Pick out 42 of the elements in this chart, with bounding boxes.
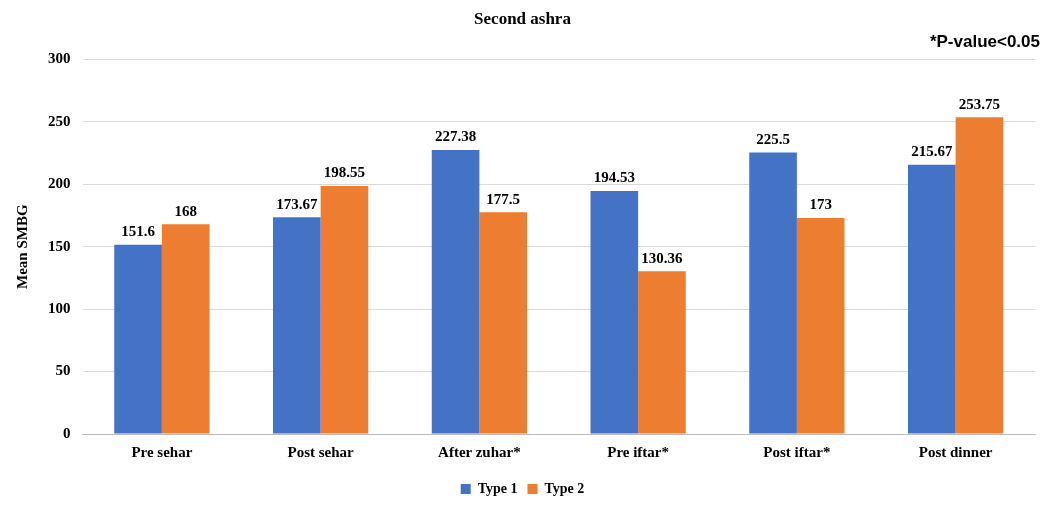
data-label: 227.38	[434, 128, 477, 145]
bar	[590, 191, 639, 434]
bar	[114, 244, 162, 434]
x-tick-label: Pre iftar*	[607, 443, 670, 460]
bar	[320, 186, 369, 434]
data-label: 130.36	[641, 249, 684, 266]
y-tick-label: 50	[55, 362, 71, 379]
data-label: 151.6	[121, 223, 156, 240]
data-label: 177.5	[486, 190, 521, 207]
bar	[161, 224, 210, 434]
text: *P-value<0.05	[929, 32, 1040, 52]
bar	[638, 271, 686, 434]
legend-label: Type 1	[477, 480, 518, 496]
x-tick-label: Post dinner	[918, 443, 993, 460]
y-tick-label: 200	[48, 175, 71, 192]
data-label: 253.75	[958, 95, 1001, 112]
data-label: 173.67	[276, 195, 318, 212]
bar	[479, 212, 527, 434]
bar	[749, 152, 797, 434]
bar	[273, 217, 321, 434]
data-label: 198.55	[323, 164, 366, 181]
x-tick-label: Pre sehar	[131, 443, 193, 460]
legend-label: Type 2	[544, 480, 585, 496]
x-tick-label: Post iftar*	[763, 443, 831, 460]
y-tick-label: 150	[48, 237, 71, 254]
data-label: 194.53	[593, 169, 635, 186]
bar	[955, 117, 1004, 434]
y-tick-label: 0	[63, 424, 71, 441]
y-axis-title: Mean SMBG	[13, 204, 30, 289]
x-tick-label: Post sehar	[287, 443, 355, 460]
bar	[908, 164, 956, 434]
bar	[431, 150, 480, 434]
data-label: 173	[809, 196, 832, 213]
y-tick-label: 300	[48, 50, 71, 67]
y-tick-label: 250	[48, 112, 71, 129]
data-label: 168	[174, 202, 197, 219]
chart-title: Second ashra	[474, 8, 572, 28]
data-label: 215.67	[911, 143, 953, 160]
y-tick-label: 100	[48, 300, 71, 317]
x-tick-label: After zuhar*	[438, 443, 521, 460]
data-label: 225.5	[756, 130, 790, 147]
bar	[796, 217, 845, 434]
